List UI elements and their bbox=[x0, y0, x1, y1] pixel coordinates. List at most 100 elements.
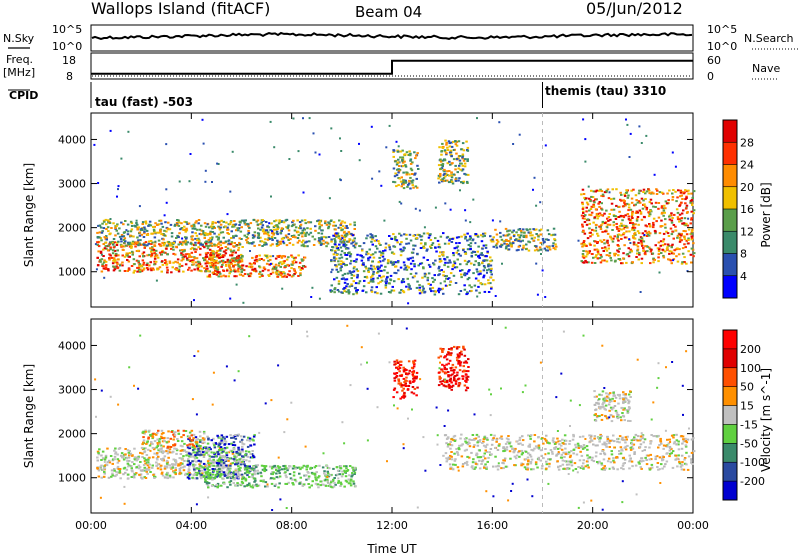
data-cell bbox=[339, 253, 343, 256]
data-cell bbox=[206, 251, 210, 254]
data-cell bbox=[690, 261, 693, 264]
noise-cell bbox=[539, 201, 542, 204]
data-cell bbox=[320, 236, 323, 239]
data-cell bbox=[206, 468, 209, 471]
data-cell bbox=[420, 291, 423, 294]
data-cell bbox=[671, 196, 675, 198]
data-cell bbox=[623, 201, 626, 204]
data-cell bbox=[530, 237, 534, 240]
data-cell bbox=[251, 242, 254, 245]
data-cell bbox=[181, 445, 184, 448]
data-cell bbox=[206, 262, 209, 265]
data-cell bbox=[235, 459, 239, 462]
data-cell bbox=[657, 249, 661, 251]
data-cell bbox=[276, 241, 280, 244]
data-cell bbox=[449, 237, 452, 240]
data-cell bbox=[353, 224, 356, 227]
data-cell bbox=[181, 243, 184, 246]
data-cell bbox=[596, 232, 599, 235]
data-cell bbox=[546, 249, 549, 252]
data-cell bbox=[144, 244, 148, 247]
data-cell bbox=[105, 223, 108, 226]
data-cell bbox=[198, 228, 202, 231]
data-cell bbox=[324, 236, 328, 239]
data-cell bbox=[619, 191, 622, 194]
data-cell bbox=[261, 224, 265, 227]
data-cell bbox=[452, 263, 455, 266]
data-cell bbox=[658, 191, 662, 194]
data-cell bbox=[684, 202, 687, 205]
data-cell bbox=[661, 248, 664, 251]
data-cell bbox=[350, 478, 353, 481]
data-cell bbox=[239, 457, 243, 460]
data-cell bbox=[203, 468, 207, 471]
data-cell bbox=[412, 374, 415, 377]
data-cell bbox=[444, 261, 447, 264]
data-cell bbox=[523, 231, 526, 234]
data-cell bbox=[236, 461, 240, 464]
data-cell bbox=[458, 242, 461, 244]
data-cell bbox=[639, 239, 643, 242]
noise-cell bbox=[625, 118, 627, 121]
data-cell bbox=[333, 259, 336, 262]
data-cell bbox=[171, 245, 175, 248]
data-cell bbox=[220, 265, 223, 268]
data-cell bbox=[204, 257, 207, 259]
data-cell bbox=[186, 476, 190, 479]
data-cell bbox=[644, 205, 647, 208]
data-cell bbox=[158, 437, 162, 440]
data-cell bbox=[206, 465, 209, 468]
data-cell bbox=[115, 229, 118, 232]
data-cell bbox=[101, 468, 105, 471]
data-cell bbox=[347, 252, 350, 254]
data-cell bbox=[114, 451, 118, 454]
data-cell bbox=[180, 436, 183, 439]
data-cell bbox=[603, 246, 607, 249]
data-cell bbox=[292, 483, 295, 486]
data-cell bbox=[397, 380, 401, 383]
data-cell bbox=[200, 469, 203, 472]
data-cell bbox=[670, 250, 673, 253]
data-cell bbox=[113, 468, 116, 470]
data-cell bbox=[428, 265, 432, 268]
data-cell bbox=[414, 172, 417, 175]
data-cell bbox=[596, 241, 599, 243]
data-cell bbox=[347, 292, 351, 295]
data-cell bbox=[452, 254, 455, 257]
data-cell bbox=[161, 450, 165, 453]
data-cell bbox=[193, 469, 196, 472]
data-cell bbox=[197, 444, 200, 447]
data-cell bbox=[412, 248, 415, 251]
data-cell bbox=[271, 243, 274, 246]
data-cell bbox=[444, 355, 447, 358]
data-cell bbox=[122, 223, 125, 226]
data-cell bbox=[240, 267, 244, 270]
data-cell bbox=[343, 485, 346, 488]
data-cell bbox=[519, 229, 523, 232]
data-cell bbox=[546, 229, 550, 232]
data-cell bbox=[418, 286, 421, 289]
data-cell bbox=[338, 473, 341, 476]
data-cell bbox=[287, 239, 290, 241]
data-cell bbox=[342, 240, 345, 243]
data-cell bbox=[466, 248, 470, 251]
data-cell bbox=[127, 465, 130, 468]
data-cell bbox=[276, 239, 279, 242]
noise-cell bbox=[97, 182, 100, 184]
data-cell bbox=[271, 473, 274, 476]
data-cell bbox=[529, 231, 533, 234]
data-cell bbox=[611, 229, 614, 231]
data-cell bbox=[614, 218, 618, 220]
data-cell bbox=[321, 229, 324, 232]
data-cell bbox=[598, 201, 601, 203]
freq-series-line bbox=[91, 59, 693, 75]
data-cell bbox=[302, 227, 306, 230]
nsky-series-line bbox=[91, 31, 693, 41]
data-cell bbox=[399, 254, 403, 257]
data-cell bbox=[186, 241, 189, 244]
data-cell bbox=[181, 466, 185, 469]
data-cell bbox=[199, 445, 202, 447]
data-cell bbox=[217, 458, 221, 461]
data-cell bbox=[175, 245, 178, 248]
data-cell bbox=[217, 462, 221, 465]
